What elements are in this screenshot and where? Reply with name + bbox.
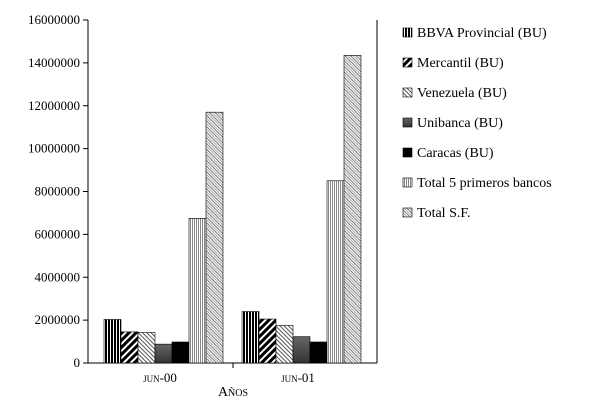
x-axis-label: Años <box>218 385 248 400</box>
y-tick-label: 6000000 <box>35 226 81 241</box>
x-tick-label: jun-00 <box>143 370 177 385</box>
y-tick-label: 14000000 <box>28 55 80 70</box>
bar <box>205 111 224 364</box>
legend-swatch <box>402 177 413 188</box>
legend-label: Mercantil (BU) <box>417 56 504 71</box>
bars <box>103 55 362 364</box>
bar <box>292 336 311 364</box>
legend-label: BBVA Provincial (BU) <box>417 26 547 41</box>
y-ticks: 0 2000000 4000000 6000000 8000000 10000000 120… <box>28 12 88 370</box>
bar <box>103 319 122 364</box>
bar <box>188 217 207 364</box>
y-tick-label: 16000000 <box>28 12 80 27</box>
bar <box>241 311 260 364</box>
bar <box>343 55 362 364</box>
legend: BBVA Provincial (BU) Mercantil (BU) Venezu… <box>402 26 552 221</box>
bar <box>154 343 173 364</box>
legend-swatch <box>402 117 413 128</box>
bar <box>171 341 190 364</box>
y-tick-label: 4000000 <box>35 269 81 284</box>
x-tick-label: jun-01 <box>281 370 315 385</box>
legend-swatch <box>402 27 413 38</box>
legend-swatch <box>402 147 413 158</box>
legend-swatch <box>402 207 413 218</box>
legend-label: Unibanca (BU) <box>417 116 503 131</box>
bar <box>275 325 294 364</box>
bar <box>120 331 139 364</box>
legend-swatch <box>402 87 413 98</box>
y-tick-label: 2000000 <box>35 312 81 327</box>
bar <box>326 180 345 364</box>
bar <box>309 341 328 364</box>
y-tick-label: 12000000 <box>28 98 80 113</box>
y-tick-label: 0 <box>74 355 81 370</box>
y-tick-label: 10000000 <box>28 141 80 156</box>
bar <box>258 318 277 364</box>
x-ticks: jun-00 jun-01 <box>143 363 315 385</box>
legend-label: Caracas (BU) <box>417 146 494 161</box>
legend-label: Total 5 primeros bancos <box>417 176 552 191</box>
legend-label: Total S.F. <box>417 206 471 221</box>
legend-label: Venezuela (BU) <box>417 86 507 101</box>
y-tick-label: 8000000 <box>35 184 81 199</box>
legend-swatch <box>402 57 413 68</box>
bar <box>137 332 156 364</box>
